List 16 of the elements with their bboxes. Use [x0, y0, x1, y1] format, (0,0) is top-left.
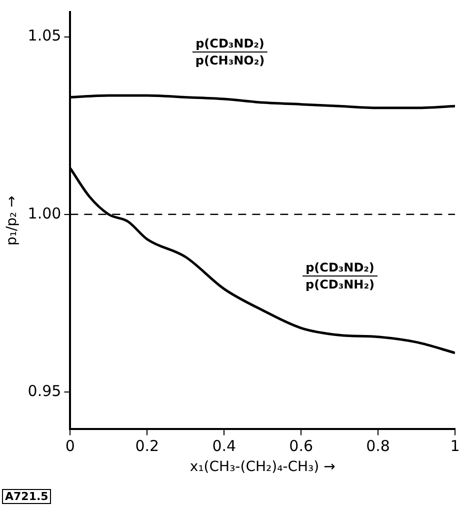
y-axis-title: p₁/p₂ → [4, 195, 20, 246]
y-tick-label: 1.05 [28, 26, 62, 45]
x-tick-label: 1 [450, 437, 460, 456]
annotation: p(CD₃ND₂) [302, 260, 378, 276]
x-tick-label: 0.4 [212, 437, 236, 456]
text: A721.5 [2, 489, 52, 504]
x-tick-label: 0.2 [135, 437, 160, 456]
annotation: p(CD₃ND₂) [192, 36, 268, 52]
x-axis-title: x₁(CH₃-(CH₂)₄-CH₃) → [190, 459, 336, 476]
y-tick-label: 0.95 [28, 382, 62, 400]
x-tick-label: 0.6 [289, 437, 314, 456]
x-tick-label: 0.8 [366, 437, 390, 456]
annotation: p(CH₃NO₂) [194, 52, 266, 68]
annotation: p(CD₃NH₂) [304, 276, 376, 292]
y-tick-label: 1.00 [28, 204, 62, 222]
x-tick-label: 0 [65, 437, 75, 456]
